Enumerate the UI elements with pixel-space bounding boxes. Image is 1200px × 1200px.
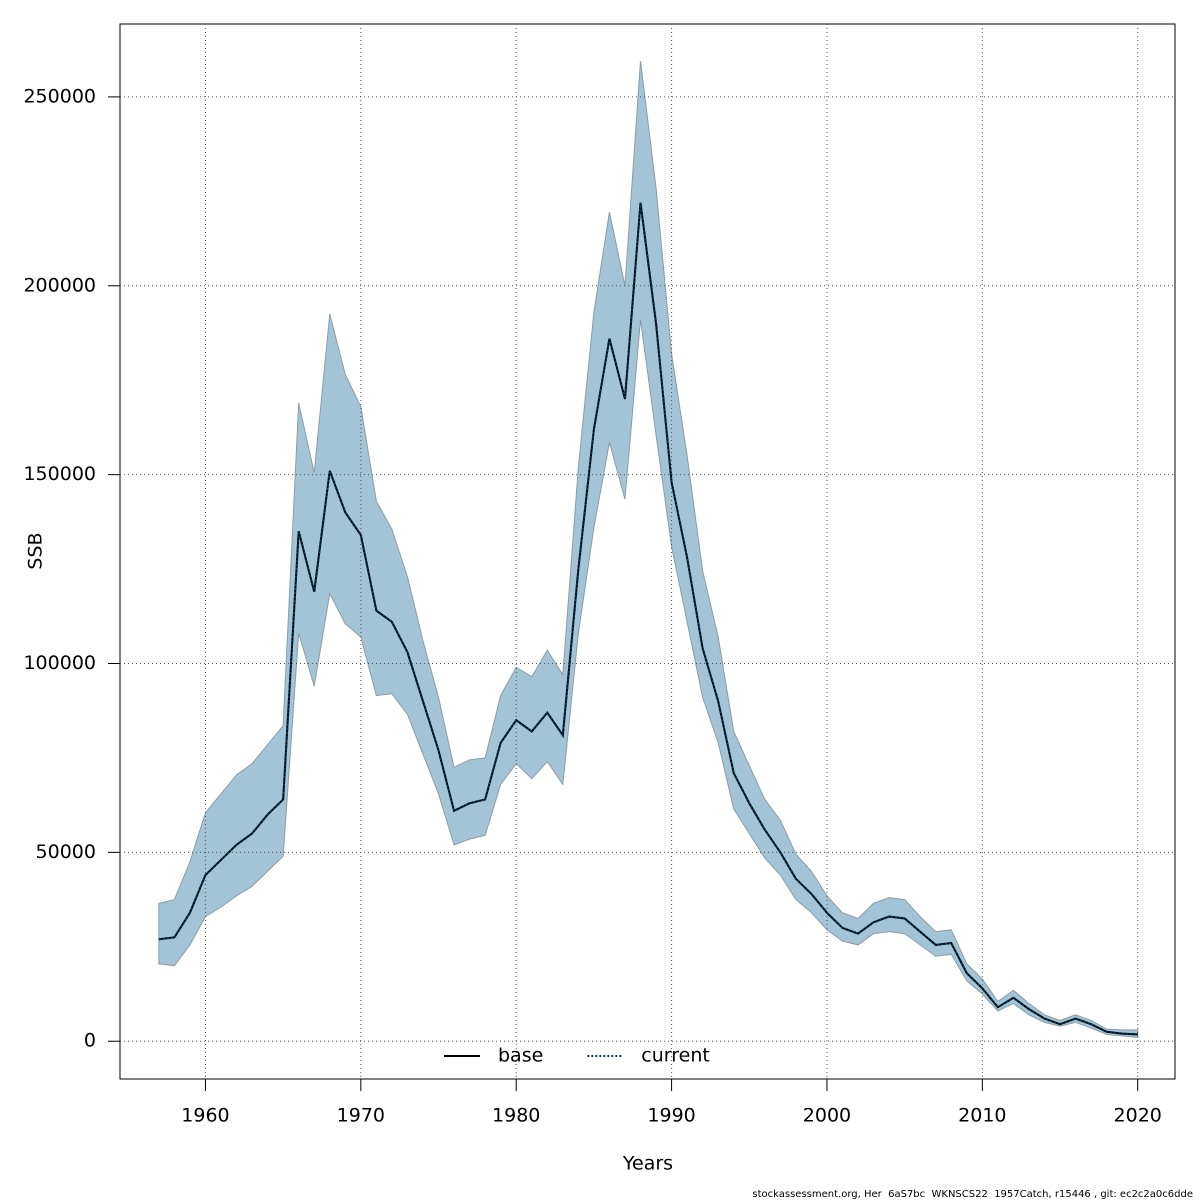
legend-label: base [498, 1045, 543, 1067]
confidence-band [158, 60, 1139, 1039]
y-tick-label: 50000 [36, 841, 96, 863]
x-tick-label: 1970 [337, 1105, 385, 1127]
y-tick-label: 200000 [23, 274, 96, 296]
x-tick-label: 1960 [181, 1105, 229, 1127]
x-axis-label: Years [622, 1153, 673, 1175]
x-tick-label: 2020 [1114, 1105, 1162, 1127]
x-tick-label: 2000 [803, 1105, 851, 1127]
y-tick-label: 0 [84, 1030, 96, 1052]
series-line [158, 202, 1138, 1036]
plot-frame [119, 23, 1176, 1080]
x-tick-label: 2010 [958, 1105, 1006, 1127]
y-tick-label: 250000 [23, 85, 96, 107]
y-tick-label: 100000 [23, 652, 96, 674]
y-tick-label: 150000 [23, 463, 96, 485]
y-axis-label: SSB [25, 532, 47, 569]
x-tick-label: 1990 [647, 1105, 695, 1127]
x-tick-label: 1980 [492, 1105, 540, 1127]
legend-label: current [641, 1045, 710, 1067]
footnote: stockassessment.org, Her 6aS7bc WKNSCS22… [752, 1189, 1193, 1200]
